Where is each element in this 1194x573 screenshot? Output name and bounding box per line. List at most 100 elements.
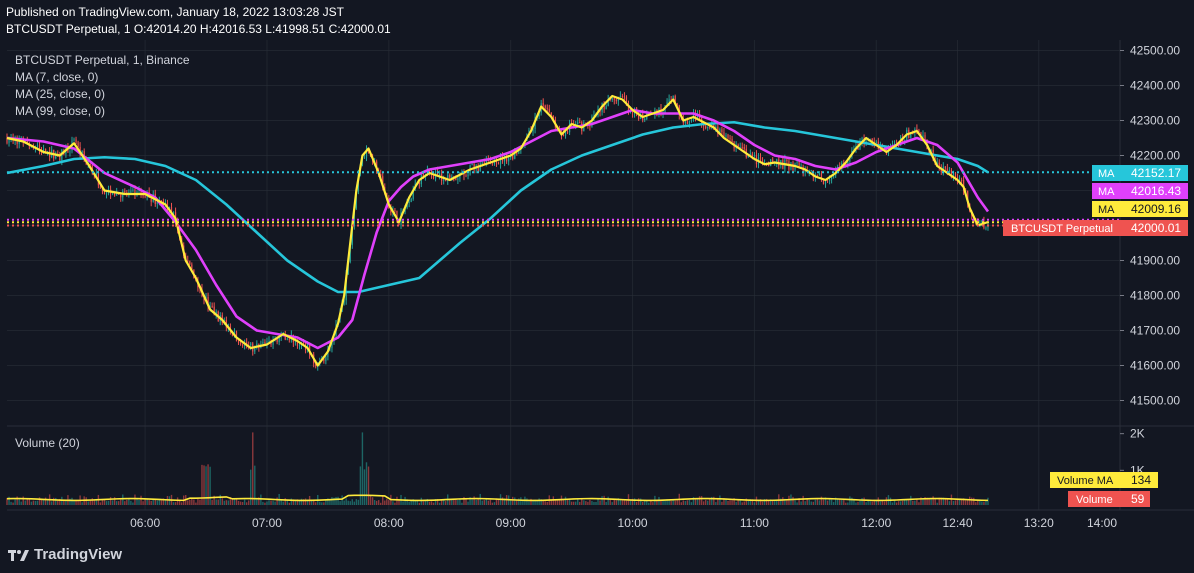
time-tick-label: 10:00: [618, 516, 648, 530]
candle-body: [727, 134, 729, 138]
volume-bar: [532, 500, 534, 505]
volume-bar: [396, 496, 398, 505]
volume-bar: [424, 499, 427, 505]
candle-body: [979, 222, 981, 225]
volume-bar: [18, 499, 20, 505]
volume-bar: [107, 500, 110, 505]
tradingview-logo-icon: [8, 549, 29, 561]
volume-bar: [826, 500, 829, 505]
candle-body: [709, 126, 711, 128]
volume-bar: [65, 500, 67, 505]
candle-body: [398, 222, 400, 225]
volume-bar: [26, 498, 29, 505]
volume-tag-name: Volume: [1076, 494, 1113, 506]
volume-bar: [615, 500, 618, 505]
legend-volume[interactable]: Volume (20): [15, 436, 80, 450]
candle-body: [670, 99, 672, 101]
price-tick-label: 42400.00: [1130, 79, 1180, 93]
volume-bar: [749, 499, 752, 505]
volume-bar: [371, 497, 374, 505]
volume-bar: [22, 496, 24, 505]
volume-ma-tag-name: Volume MA: [1057, 475, 1114, 487]
time-tick-label: 09:00: [496, 516, 526, 530]
price-axis[interactable]: 42500.0042400.0042300.0042200.0042100.00…: [1120, 44, 1180, 478]
volume-bar: [146, 498, 148, 505]
volume-bar: [613, 498, 615, 505]
volume-bar: [564, 496, 567, 505]
tradingview-logo[interactable]: TradingView: [8, 546, 122, 563]
volume-bar: [611, 502, 613, 505]
volume-bar: [692, 497, 695, 505]
candle-body: [116, 192, 118, 196]
volume-bar: [503, 498, 506, 505]
volume-bar: [189, 499, 191, 505]
volume-bar: [849, 496, 851, 505]
candle-body: [512, 153, 514, 159]
volume-bar: [16, 496, 18, 505]
volume-bar: [254, 465, 256, 505]
volume-bar: [398, 500, 400, 505]
volume-bar: [331, 497, 333, 505]
line-ma7: [6, 94, 989, 367]
candle-body: [443, 177, 445, 181]
candle-body: [254, 346, 256, 352]
candle-body: [666, 101, 668, 106]
volume-bar: [402, 501, 404, 505]
price-tick-label: 41900.00: [1130, 254, 1180, 268]
volume-bar: [290, 498, 293, 505]
legend-ma25[interactable]: MA (25, close, 0): [15, 87, 106, 101]
candle-body: [483, 162, 485, 164]
volume-bar: [142, 501, 144, 505]
volume-bar: [784, 498, 786, 505]
candle-body: [485, 159, 487, 163]
candle-body: [479, 163, 481, 172]
candle-body: [455, 177, 457, 180]
volume-bar: [952, 500, 955, 505]
candle-body: [719, 129, 721, 134]
volume-bar: [491, 502, 494, 505]
volume-bar: [453, 499, 455, 505]
volume-bar: [912, 500, 914, 505]
volume-bar: [930, 499, 932, 505]
candle-body: [69, 151, 71, 153]
volume-bar: [908, 499, 910, 505]
legend-ma99[interactable]: MA (99, close, 0): [15, 104, 106, 118]
legend-ma7[interactable]: MA (7, close, 0): [15, 70, 99, 84]
volume-bar: [158, 499, 161, 505]
candle-body: [564, 131, 567, 136]
candle-body: [351, 226, 353, 245]
symbol-legend[interactable]: BTCUSDT Perpetual, 1, Binance: [15, 53, 190, 67]
candle-body: [938, 162, 940, 169]
volume-bar: [132, 502, 134, 505]
volume-bar: [292, 499, 295, 505]
volume-bar: [148, 500, 150, 505]
volume-bar: [274, 501, 276, 505]
volume-bar: [241, 501, 244, 505]
volume-bar: [53, 497, 55, 505]
time-axis[interactable]: 06:00 07:00 08:00 09:00 10:00 11:00 12:00 12:40…: [130, 516, 1117, 530]
time-tick-label: 08:00: [374, 516, 404, 530]
volume-tag-value: 59: [1131, 492, 1145, 506]
volume-bar: [386, 498, 388, 505]
candle-body: [325, 357, 327, 362]
volume-bar: [203, 465, 205, 505]
volume-bar: [128, 499, 130, 505]
volume-bar: [130, 500, 132, 505]
candle-body: [187, 260, 189, 262]
volume-bar: [28, 499, 31, 505]
candle-body: [589, 125, 591, 127]
candle-body: [772, 159, 774, 163]
volume-bar: [865, 502, 867, 505]
volume-bar: [832, 502, 835, 505]
volume-bar: [134, 494, 136, 505]
volume-bar: [310, 500, 313, 505]
volume-bar: [928, 498, 930, 505]
ma-tag-bg-ma25: [1092, 183, 1120, 199]
volume-bar: [375, 500, 378, 505]
candle-body: [686, 121, 688, 124]
volume-bar: [205, 466, 207, 505]
candle-body: [885, 147, 888, 154]
volume-bar: [85, 497, 87, 505]
volume-bar: [288, 502, 291, 505]
